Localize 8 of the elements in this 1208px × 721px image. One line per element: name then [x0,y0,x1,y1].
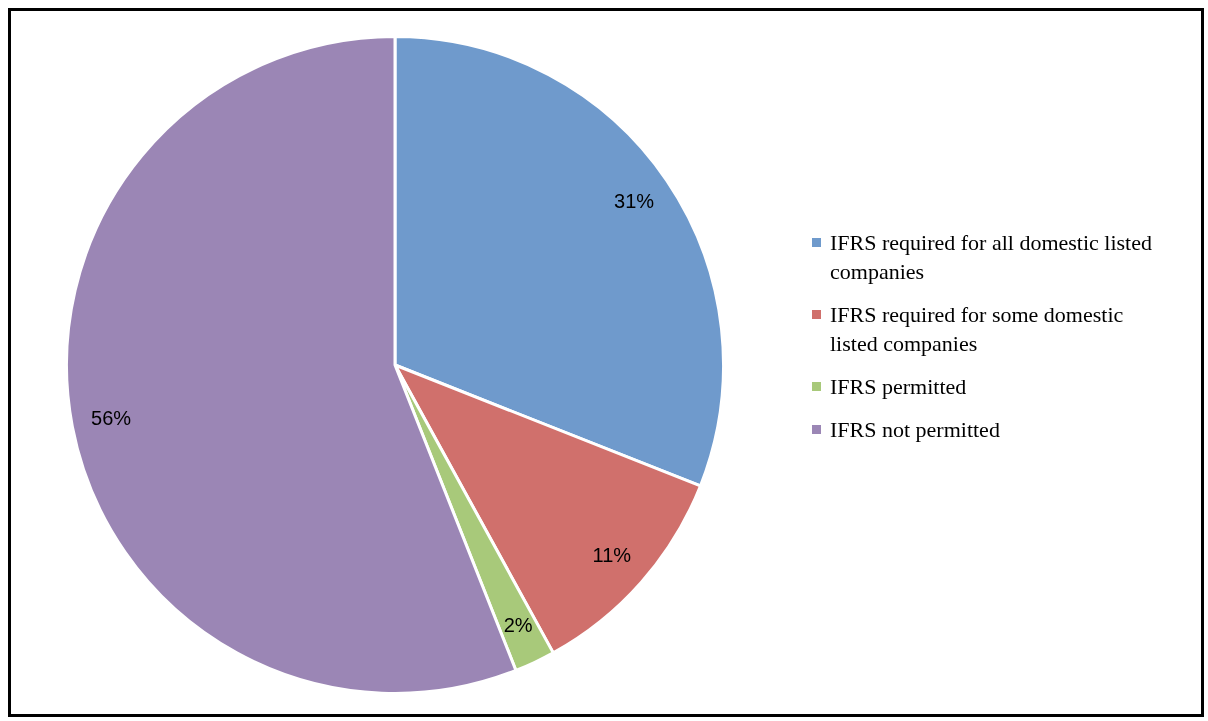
legend-label: IFRS required for all domestic listed companies [830,230,1152,284]
data-label: 11% [592,543,632,566]
data-label: 2% [503,614,533,637]
legend-label: IFRS not permitted [830,417,1000,442]
data-label: 56% [91,406,132,429]
data-label: 31% [614,190,655,213]
legend-label: IFRS permitted [830,374,967,399]
legend-label: IFRS required for some domestic listed companies [830,302,1124,356]
